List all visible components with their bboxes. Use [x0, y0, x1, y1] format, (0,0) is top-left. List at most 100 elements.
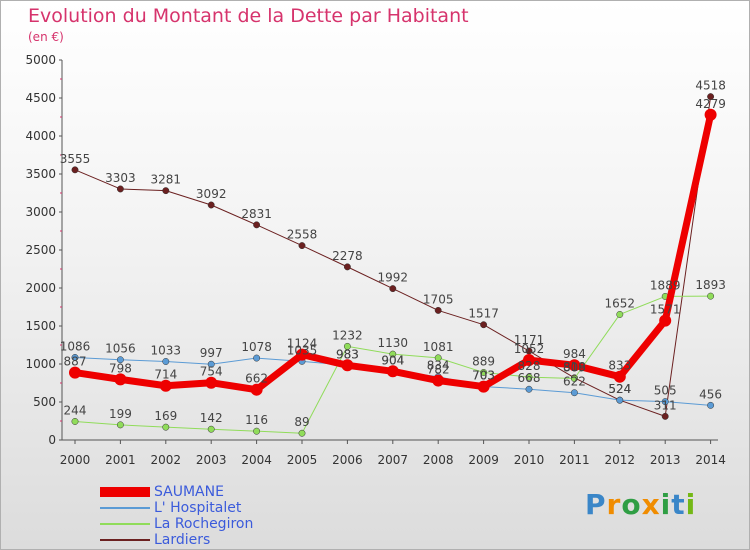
- data-point: [434, 354, 442, 362]
- data-label: 703: [472, 369, 495, 383]
- proxiti-logo: Proxiti: [585, 488, 697, 521]
- data-label: 703: [472, 369, 495, 383]
- data-label: 714: [154, 368, 177, 382]
- data-label: 3092: [196, 187, 227, 201]
- data-point: [661, 398, 669, 406]
- data-label: 818: [563, 360, 586, 374]
- data-label: 1124: [287, 337, 318, 351]
- data-label: 997: [200, 346, 223, 360]
- data-label: 809: [563, 361, 586, 375]
- legend-label-2: La Rochegiron: [154, 516, 254, 532]
- data-point: [298, 242, 306, 250]
- legend-swatch-1: [100, 507, 150, 509]
- y-tick-label: 0: [48, 433, 56, 447]
- y-tick-label: 1500: [25, 319, 56, 333]
- chart-title: Evolution du Montant de la Dette par Hab…: [28, 5, 469, 27]
- x-tick-label: 2008: [423, 453, 454, 467]
- y-tick-label: 4500: [25, 91, 56, 105]
- data-point: [616, 310, 624, 318]
- data-label: 834: [427, 359, 450, 373]
- data-point: [343, 342, 351, 350]
- data-point: [477, 380, 490, 393]
- data-label: 1035: [287, 343, 318, 357]
- data-label: 142: [200, 411, 223, 425]
- data-point: [298, 429, 306, 437]
- data-point: [296, 348, 308, 361]
- data-point: [434, 306, 442, 314]
- x-tick-label: 2014: [695, 453, 726, 467]
- data-label: 2831: [241, 207, 272, 221]
- data-point: [389, 350, 397, 358]
- data-point: [162, 358, 170, 365]
- data-point: [116, 185, 124, 193]
- data-point: [207, 201, 215, 209]
- data-label: 668: [518, 371, 541, 385]
- x-tick-label: 2011: [559, 453, 590, 467]
- data-point: [616, 396, 624, 404]
- data-label: 1033: [151, 343, 182, 357]
- legend-item-3: Lardiers: [100, 532, 210, 548]
- data-point: [386, 365, 399, 378]
- data-label: 983: [336, 347, 359, 361]
- x-tick-label: 2005: [287, 453, 318, 467]
- data-label: 1893: [695, 278, 726, 292]
- data-point: [432, 374, 445, 387]
- data-label: 798: [109, 361, 132, 375]
- x-tick-label: 2002: [151, 453, 182, 467]
- data-label: 1517: [468, 307, 499, 321]
- data-point: [704, 108, 717, 121]
- data-label: 1571: [650, 303, 681, 317]
- legend-swatch-2: [100, 523, 150, 525]
- data-point: [568, 359, 581, 372]
- data-point: [162, 423, 170, 431]
- x-tick-label: 2013: [650, 453, 681, 467]
- data-point: [570, 389, 578, 397]
- y-tick-label: 1000: [25, 357, 56, 371]
- data-label: 3555: [60, 152, 91, 166]
- data-label: 782: [427, 363, 450, 377]
- data-point: [114, 373, 127, 386]
- data-point: [389, 285, 397, 293]
- data-point: [207, 360, 215, 368]
- data-label: 1081: [423, 340, 454, 354]
- x-tick-label: 2012: [605, 453, 636, 467]
- data-point: [525, 385, 533, 393]
- data-label: 456: [699, 387, 722, 401]
- data-point: [205, 376, 218, 389]
- data-label: 1171: [514, 333, 545, 347]
- legend-item-1: L' Hospitalet: [100, 500, 241, 516]
- legend-swatch-0: [100, 487, 150, 497]
- data-point: [71, 354, 79, 361]
- data-point: [480, 321, 488, 329]
- y-tick-label: 3500: [25, 167, 56, 181]
- x-tick-label: 2004: [241, 453, 272, 467]
- data-label: 1078: [241, 340, 272, 354]
- data-label: 887: [64, 355, 87, 369]
- data-label: 622: [563, 375, 586, 389]
- legend-item-0: SAUMANE: [100, 484, 224, 500]
- data-label: 662: [245, 372, 268, 386]
- data-point: [570, 375, 578, 382]
- data-point: [707, 401, 715, 409]
- data-label: 983: [336, 347, 359, 361]
- data-label: 3281: [151, 173, 182, 187]
- data-point: [207, 425, 215, 433]
- data-label: 1086: [60, 339, 91, 353]
- data-point: [116, 421, 124, 429]
- data-label: 1130: [378, 336, 409, 350]
- data-point: [253, 221, 261, 229]
- data-label: 505: [654, 384, 677, 398]
- legend-label-1: L' Hospitalet: [154, 500, 242, 516]
- x-tick-label: 2000: [60, 453, 91, 467]
- data-point: [613, 370, 626, 383]
- data-label: 169: [154, 409, 177, 423]
- data-point: [253, 427, 261, 435]
- legend-label-3: Lardiers: [154, 532, 211, 548]
- data-point: [253, 354, 261, 362]
- data-label: 904: [381, 353, 404, 367]
- data-label: 1889: [650, 278, 681, 292]
- data-point: [707, 93, 715, 101]
- y-tick-label: 4000: [25, 129, 56, 143]
